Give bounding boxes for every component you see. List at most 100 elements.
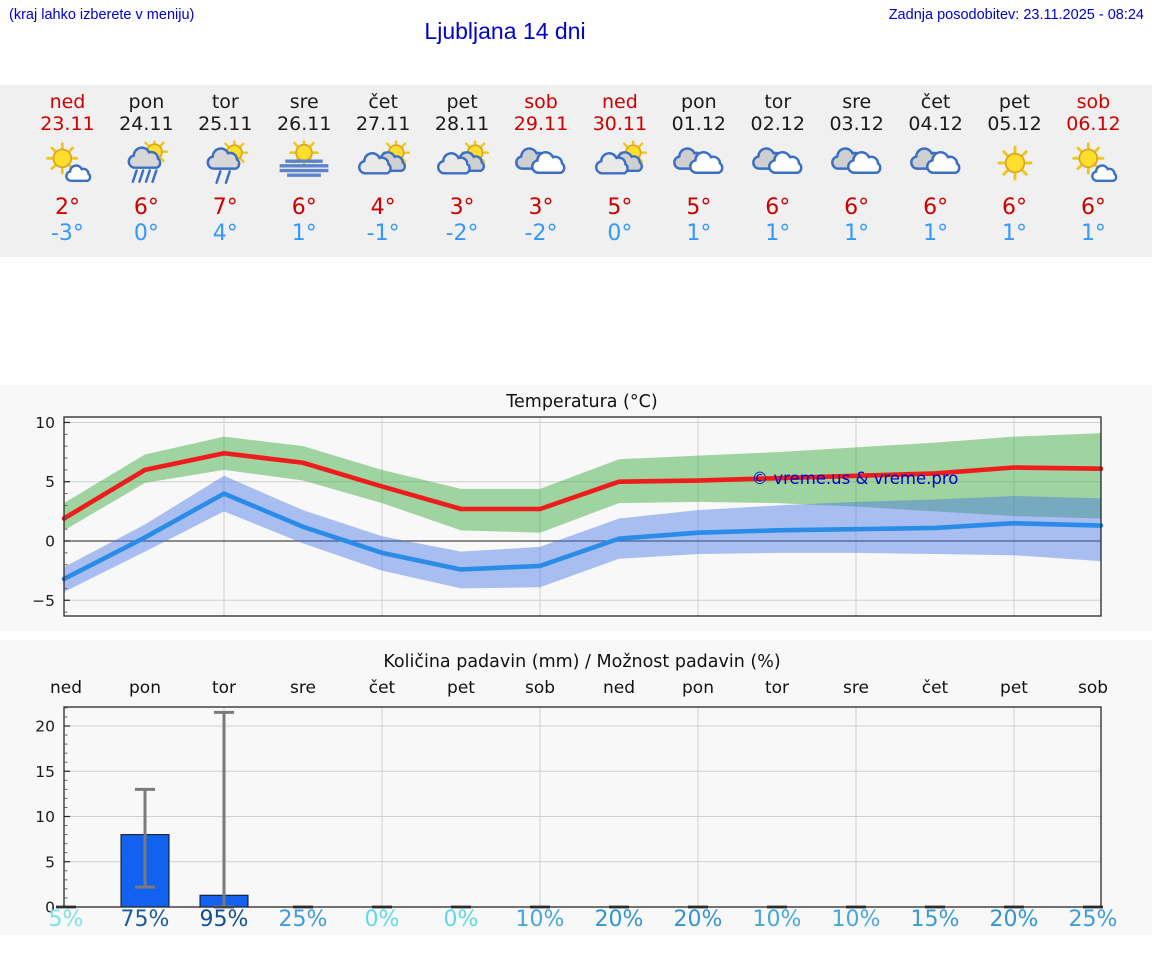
day-column[interactable]: čet 27.11 4° -1° [344,91,423,257]
weather-icon [195,137,255,189]
weather-icon [432,137,492,189]
probability-label: 15% [911,907,960,932]
temp-high: 6° [291,195,317,220]
temp-max-line [61,450,1104,521]
temp-high: 3° [449,195,475,220]
temp-high: 6° [765,195,791,220]
temp-low: 1° [1080,221,1106,246]
day-label: pet [447,678,475,698]
temp-low: 1° [923,221,949,246]
day-date: 24.11 [119,113,174,135]
temp-high: 6° [923,195,949,220]
day-date: 28.11 [434,113,490,135]
probability-label: 10% [753,907,802,932]
temp-low: 1° [844,221,870,246]
day-label: pon [129,678,161,698]
temp-min-band [64,475,1101,592]
weather-icon [37,137,97,189]
day-column[interactable]: pon 24.11 6° 0° [107,91,186,257]
day-date: 27.11 [355,113,411,135]
day-column[interactable]: ned 30.11 5° 0° [580,91,659,257]
temp-low: 0° [607,221,633,246]
weather-icon [827,137,887,189]
day-column[interactable]: sre 03.12 6° 1° [817,91,896,257]
probability-label: 0% [444,907,479,932]
probability-label: 95% [200,907,249,932]
page-title: Ljubljana 14 dni [424,18,586,44]
day-name: tor [211,91,239,113]
day-date: 02.12 [750,113,805,135]
day-name: čet [920,91,951,113]
day-label: sob [1078,678,1108,698]
day-date: 23.11 [40,113,95,135]
temp-low: 1° [291,221,317,246]
day-date: 03.12 [829,113,884,135]
day-column[interactable]: sob 29.11 3° -2° [502,91,581,257]
day-column[interactable]: pon 01.12 5° 1° [659,91,738,257]
day-name: pon [680,91,717,113]
day-column[interactable]: pet 05.12 6° 1° [975,91,1054,257]
day-label: ned [603,678,635,698]
day-name: čet [368,91,398,113]
day-column[interactable]: sob 06.12 6° 1° [1054,91,1133,257]
day-name: ned [49,91,86,113]
day-name: sre [842,91,872,113]
probability-label: 10% [832,907,881,932]
day-label: čet [369,678,396,698]
weather-icon [1063,137,1123,189]
weather-icon [274,137,334,189]
day-date: 29.11 [513,113,569,135]
day-label: pet [1000,678,1028,698]
axis-tick-label: 5 [45,473,55,491]
temp-low: 0° [133,221,159,246]
day-column[interactable]: sre 26.11 6° 1° [265,91,344,257]
day-column[interactable]: tor 02.12 6° 1° [738,91,817,257]
axis-tick-label: 15 [35,763,55,781]
day-label: tor [765,678,789,698]
chart-title: Temperatura (°C) [505,392,657,412]
weather-icon [353,137,413,189]
day-date: 06.12 [1066,113,1121,135]
axis-tick-label: 5 [45,853,55,871]
last-updated: Zadnja posodobitev: 23.11.2025 - 08:24 [888,7,1144,23]
day-date: 04.12 [908,113,963,135]
plot-border [63,416,1102,617]
day-label: sob [525,678,555,698]
weather-icon [669,137,729,189]
day-column[interactable]: tor 25.11 7° 4° [186,91,265,257]
temp-high: 2° [54,195,80,220]
probability-label: 20% [990,907,1039,932]
probability-label: 10% [516,907,565,932]
day-column[interactable]: pet 28.11 3° -2° [423,91,502,257]
temp-high: 6° [1080,195,1106,220]
temp-high: 6° [133,195,159,220]
day-label: čet [922,678,949,698]
temp-high: 3° [528,195,554,220]
watermark: © vreme.us & vreme.pro [752,469,959,488]
weather-icon [748,137,808,189]
temp-low: -2° [524,221,558,246]
day-label: sre [843,678,869,698]
day-date: 05.12 [987,113,1042,135]
temp-low: -1° [366,221,400,246]
day-column[interactable]: čet 04.12 6° 1° [896,91,975,257]
probability-label: 20% [674,907,723,932]
forecast-strip: ned 23.11 2° -3° pon 24.11 6° 0° tor 25.… [0,85,1152,257]
day-date: 01.12 [671,113,727,135]
temperature-chart: −5 0 5 10 Temperatura (°C) © vreme.us & vreme… [0,385,1152,631]
temp-min-line [61,491,1104,582]
weather-icon [906,137,966,189]
day-name: pon [128,91,165,113]
probability-label: 20% [595,907,644,932]
day-label: sre [290,678,316,698]
day-column[interactable]: ned 23.11 2° -3° [28,91,107,257]
temp-high: 5° [607,195,633,220]
temp-low: 1° [686,221,712,246]
day-name: sob [1076,91,1111,113]
day-name: pet [446,91,478,113]
day-name: ned [602,91,638,113]
weather-icon [590,137,650,189]
probability-label: 5% [49,907,84,932]
chart-title: Količina padavin (mm) / Možnost padavin … [383,652,780,672]
